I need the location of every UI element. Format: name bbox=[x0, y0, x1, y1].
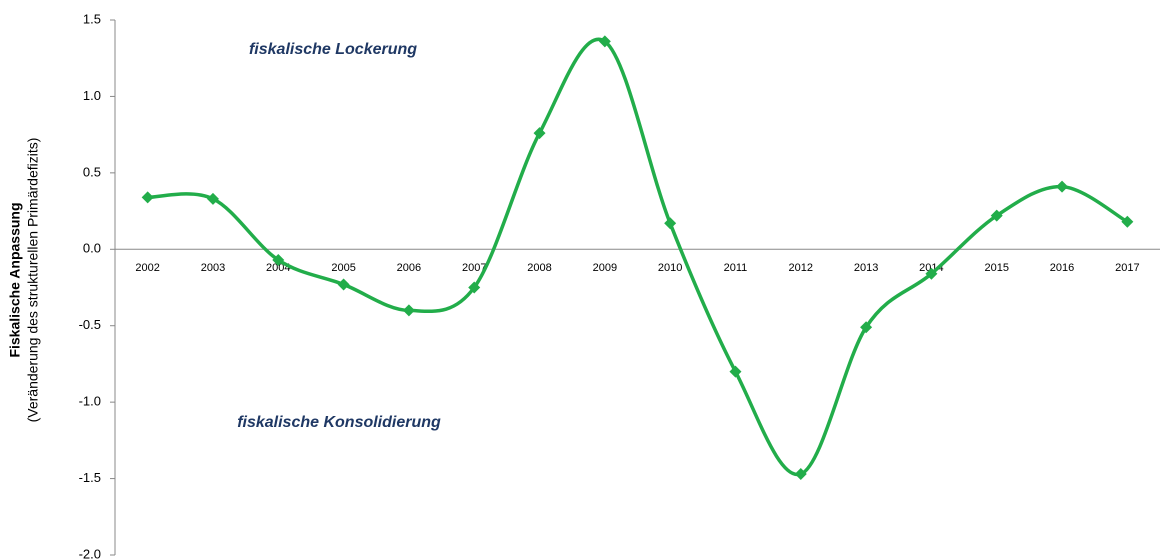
marker bbox=[1056, 180, 1069, 193]
x-tick-label: 2005 bbox=[331, 262, 355, 274]
x-tick-label: 2016 bbox=[1050, 262, 1074, 274]
x-tick-label: 2012 bbox=[789, 262, 813, 274]
x-tick-label: 2011 bbox=[724, 262, 748, 274]
y-tick-label: -1.0 bbox=[79, 394, 101, 409]
y-tick-label: -1.5 bbox=[79, 470, 101, 485]
x-tick-label: 2010 bbox=[658, 262, 682, 274]
x-tick-label: 2006 bbox=[397, 262, 421, 274]
y-tick-label: 1.5 bbox=[83, 11, 101, 26]
marker bbox=[925, 267, 938, 280]
marker bbox=[860, 321, 873, 334]
marker bbox=[598, 35, 611, 48]
marker bbox=[1121, 215, 1134, 228]
y-axis-sublabel: (Veränderung des strukturellen Primärdef… bbox=[25, 138, 41, 423]
y-tick-label: 0.0 bbox=[83, 241, 101, 256]
x-tick-label: 2008 bbox=[527, 262, 551, 274]
y-axis-title: Fiskalische Anpassung (Veränderung des s… bbox=[7, 138, 41, 423]
annotation: fiskalische Konsolidierung bbox=[237, 414, 441, 431]
marker bbox=[729, 365, 742, 378]
marker bbox=[272, 253, 285, 266]
y-tick-label: -0.5 bbox=[79, 317, 101, 332]
annotation: fiskalische Lockerung bbox=[249, 41, 417, 58]
x-tick-label: 2017 bbox=[1115, 262, 1139, 274]
marker bbox=[468, 281, 481, 294]
y-tick-label: 1.0 bbox=[83, 88, 101, 103]
marker bbox=[533, 127, 546, 140]
y-axis-label: Fiskalische Anpassung bbox=[7, 202, 23, 357]
x-tick-label: 2009 bbox=[593, 262, 617, 274]
x-tick-label: 2002 bbox=[135, 262, 159, 274]
marker bbox=[402, 304, 415, 317]
marker bbox=[990, 209, 1003, 222]
marker bbox=[664, 217, 677, 230]
x-tick-label: 2003 bbox=[201, 262, 225, 274]
marker bbox=[337, 278, 350, 291]
line bbox=[147, 37, 1129, 477]
y-tick-label: -2.0 bbox=[79, 546, 101, 560]
y-tick-label: 0.5 bbox=[83, 164, 101, 179]
x-tick-label: 2007 bbox=[462, 262, 486, 274]
x-tick-label: 2015 bbox=[984, 262, 1008, 274]
marker bbox=[141, 191, 154, 204]
marker bbox=[794, 467, 807, 480]
x-tick-label: 2013 bbox=[854, 262, 878, 274]
marker bbox=[206, 192, 219, 205]
